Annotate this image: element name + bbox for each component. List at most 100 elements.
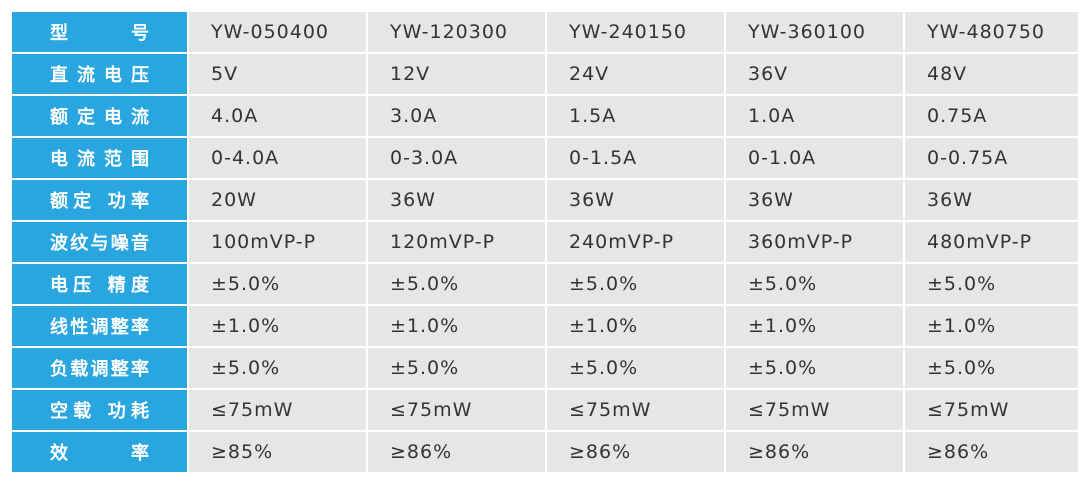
table-cell: ±5.0% xyxy=(547,348,724,388)
cell-text: ±5.0% xyxy=(390,273,460,295)
cell-text: YW-480750 xyxy=(927,21,1046,43)
table-cell: 0-1.5A xyxy=(547,138,724,178)
table-cell: 0-0.75A xyxy=(905,138,1078,178)
row-label-cell: 空载 功耗 xyxy=(12,390,187,430)
table-cell: YW-480750 xyxy=(905,12,1078,52)
cell-text: ≥85% xyxy=(211,441,274,463)
table-cell: 0-1.0A xyxy=(726,138,903,178)
cell-text: 360mVP-P xyxy=(748,231,854,253)
cell-text: ≤75mW xyxy=(211,399,294,421)
table-cell: ±5.0% xyxy=(905,348,1078,388)
table-cell: ±1.0% xyxy=(726,306,903,346)
table-cell: ±5.0% xyxy=(368,348,545,388)
table-cell: YW-050400 xyxy=(189,12,366,52)
cell-text: 120mVP-P xyxy=(390,231,496,253)
cell-text: 0-1.0A xyxy=(748,147,817,169)
cell-text: ±5.0% xyxy=(748,273,818,295)
table-cell: 0.75A xyxy=(905,96,1078,136)
cell-text: ±1.0% xyxy=(748,315,818,337)
cell-text: ≤75mW xyxy=(390,399,473,421)
table-cell: ≥86% xyxy=(547,432,724,472)
table-cell: 1.0A xyxy=(726,96,903,136)
row-label-cell: 波纹与噪音 xyxy=(12,222,187,262)
table-cell: 120mVP-P xyxy=(368,222,545,262)
table-cell: ±1.0% xyxy=(905,306,1078,346)
cell-text: ±5.0% xyxy=(569,357,639,379)
cell-text: 36V xyxy=(748,63,789,85)
table-cell: 36V xyxy=(726,54,903,94)
cell-text: ±5.0% xyxy=(211,357,281,379)
row-label: 直流电压 xyxy=(50,65,150,86)
row-label-cell: 电压 精度 xyxy=(12,264,187,304)
table-cell: 0-3.0A xyxy=(368,138,545,178)
row-label: 负载调整率 xyxy=(50,359,150,380)
table-cell: 48V xyxy=(905,54,1078,94)
cell-text: ±5.0% xyxy=(927,357,997,379)
cell-text: 36W xyxy=(927,189,973,211)
cell-text: ≥86% xyxy=(569,441,632,463)
cell-text: ±5.0% xyxy=(927,273,997,295)
table-cell: 36W xyxy=(726,180,903,220)
cell-text: ≥86% xyxy=(390,441,453,463)
table-cell: ±5.0% xyxy=(189,348,366,388)
table-cell: ±5.0% xyxy=(726,348,903,388)
cell-text: ±5.0% xyxy=(569,273,639,295)
cell-text: 36W xyxy=(390,189,436,211)
cell-text: YW-050400 xyxy=(211,21,330,43)
cell-text: 0.75A xyxy=(927,105,988,127)
cell-text: ±5.0% xyxy=(211,273,281,295)
cell-text: ≤75mW xyxy=(748,399,831,421)
cell-text: 24V xyxy=(569,63,610,85)
row-label-cell: 电流范围 xyxy=(12,138,187,178)
row-label-cell: 效 率 xyxy=(12,432,187,472)
cell-text: YW-120300 xyxy=(390,21,509,43)
table-cell: 480mVP-P xyxy=(905,222,1078,262)
table-cell: 100mVP-P xyxy=(189,222,366,262)
table-cell: 360mVP-P xyxy=(726,222,903,262)
table-cell: ≥86% xyxy=(905,432,1078,472)
row-label: 额定电流 xyxy=(50,107,150,128)
cell-text: 480mVP-P xyxy=(927,231,1033,253)
cell-text: ±5.0% xyxy=(390,357,460,379)
table-cell: 20W xyxy=(189,180,366,220)
cell-text: 1.0A xyxy=(748,105,796,127)
table-cell: ≤75mW xyxy=(189,390,366,430)
table-cell: YW-360100 xyxy=(726,12,903,52)
cell-text: 3.0A xyxy=(390,105,438,127)
row-label-cell: 额定 功率 xyxy=(12,180,187,220)
cell-text: ≥86% xyxy=(748,441,811,463)
cell-text: 240mVP-P xyxy=(569,231,675,253)
table-cell: ≥86% xyxy=(368,432,545,472)
row-label-cell: 线性调整率 xyxy=(12,306,187,346)
table-cell: 1.5A xyxy=(547,96,724,136)
cell-text: 48V xyxy=(927,63,968,85)
row-label-cell: 额定电流 xyxy=(12,96,187,136)
table-cell: 240mVP-P xyxy=(547,222,724,262)
cell-text: 36W xyxy=(569,189,615,211)
row-label-cell: 型 号 xyxy=(12,12,187,52)
row-label: 额定 功率 xyxy=(50,191,150,212)
cell-text: 12V xyxy=(390,63,431,85)
cell-text: ±1.0% xyxy=(211,315,281,337)
cell-text: 36W xyxy=(748,189,794,211)
row-label: 电压 精度 xyxy=(50,275,150,296)
table-cell: ≤75mW xyxy=(905,390,1078,430)
cell-text: ±5.0% xyxy=(748,357,818,379)
table-cell: YW-120300 xyxy=(368,12,545,52)
table-cell: 4.0A xyxy=(189,96,366,136)
row-label: 波纹与噪音 xyxy=(50,233,150,254)
cell-text: 20W xyxy=(211,189,257,211)
cell-text: 0-1.5A xyxy=(569,147,638,169)
table-cell: 36W xyxy=(905,180,1078,220)
table-cell: ≤75mW xyxy=(726,390,903,430)
row-label-cell: 负载调整率 xyxy=(12,348,187,388)
table-cell: 0-4.0A xyxy=(189,138,366,178)
table-cell: 3.0A xyxy=(368,96,545,136)
table-cell: 12V xyxy=(368,54,545,94)
table-cell: 5V xyxy=(189,54,366,94)
cell-text: 5V xyxy=(211,63,239,85)
table-cell: ±1.0% xyxy=(547,306,724,346)
table-cell: ±5.0% xyxy=(905,264,1078,304)
table-cell: ±5.0% xyxy=(547,264,724,304)
